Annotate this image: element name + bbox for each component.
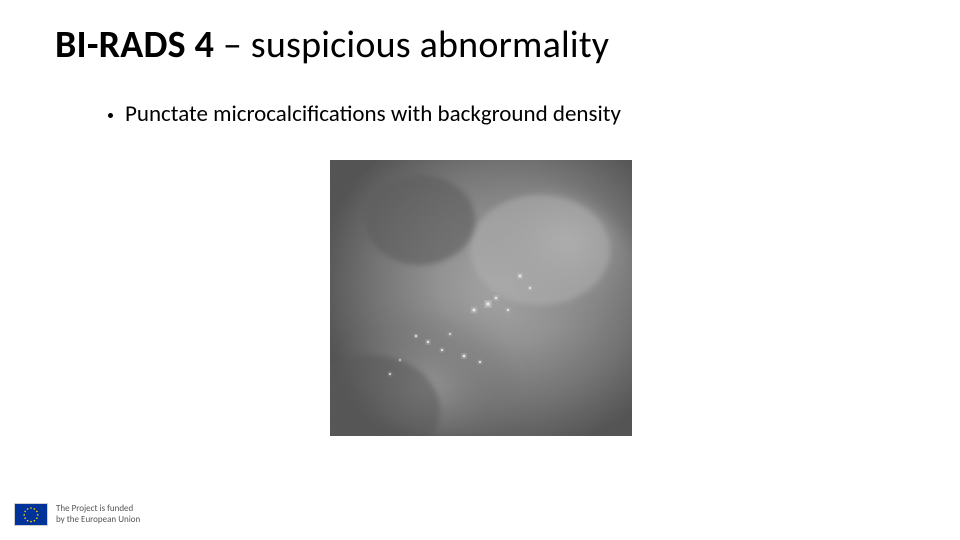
title-separator: – (214, 22, 251, 68)
eu-flag-icon (14, 503, 48, 526)
mammogram-svg (330, 160, 632, 436)
eu-stars-icon (15, 504, 47, 526)
mammogram-image (330, 160, 632, 436)
slide: BI-RADS 4 – suspicious abnormality Punct… (0, 0, 960, 540)
bullet-dot-icon (108, 113, 113, 118)
title-bold: BI-RADS 4 (55, 22, 214, 68)
footer-text: The Project is funded by the European Un… (56, 504, 140, 525)
title-rest: suspicious abnormality (251, 22, 609, 68)
bullet-text: Punctate microcalcifications with backgr… (125, 100, 621, 128)
footer-line-1: The Project is funded (56, 504, 140, 514)
bullet-item: Punctate microcalcifications with backgr… (108, 100, 621, 128)
footer: The Project is funded by the European Un… (14, 503, 140, 526)
footer-line-2: by the European Union (56, 515, 140, 525)
slide-title: BI-RADS 4 – suspicious abnormality (55, 22, 609, 68)
